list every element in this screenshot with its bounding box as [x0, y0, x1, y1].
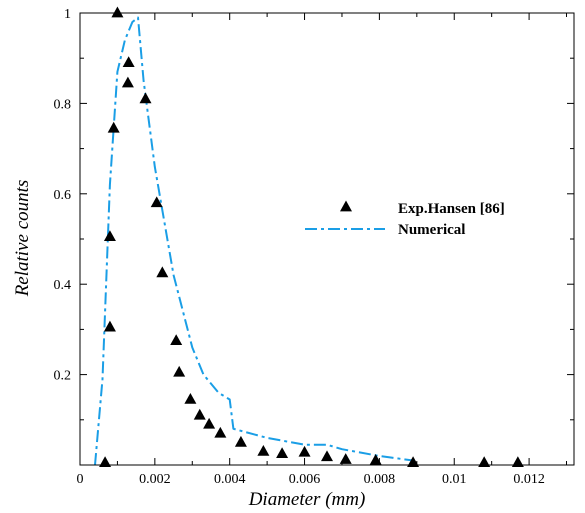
y-tick-label: 0.8	[54, 97, 72, 112]
exp-data-point	[478, 456, 491, 468]
plot-frame	[79, 12, 575, 466]
exp-data-point	[99, 456, 112, 468]
exp-data-point	[214, 426, 227, 438]
x-tick-label: 0	[77, 472, 84, 487]
exp-data-point	[511, 456, 524, 468]
y-tick-label: 0.2	[54, 369, 72, 384]
exp-data-point	[156, 266, 169, 278]
exp-data-point	[122, 56, 135, 68]
exp-data-point	[121, 76, 134, 88]
exp-data-point	[321, 450, 333, 462]
x-tick-label: 0.002	[139, 472, 171, 487]
legend-exp-label: Exp.Hansen [86]	[398, 201, 505, 217]
exp-data-point	[170, 334, 183, 346]
legend-numerical-label: Numerical	[398, 222, 465, 238]
exp-data-point	[298, 445, 311, 457]
exp-data-point	[184, 392, 197, 404]
x-tick-label: 0.004	[214, 472, 246, 487]
y-tick-label: 0.6	[54, 188, 72, 203]
exp-data-point	[339, 453, 352, 464]
exp-data-point	[234, 435, 247, 447]
exp-data-point	[173, 365, 186, 377]
legend: Exp.Hansen [86] Numerical	[305, 200, 505, 238]
exp-data-point	[193, 408, 206, 420]
exp-data-point	[150, 196, 163, 208]
y-tick-label: 0.4	[54, 278, 72, 293]
exp-data-point	[103, 230, 116, 242]
exp-data-point	[257, 444, 270, 456]
exp-data-point	[276, 447, 289, 459]
exp-data-point	[369, 454, 382, 465]
exp-data-point	[203, 417, 216, 429]
y-axis-title: Relative counts	[12, 180, 33, 298]
x-tick-label: 0.006	[289, 472, 321, 487]
x-tick-label: 0.008	[364, 472, 396, 487]
exp-data-point	[407, 456, 420, 468]
numerical-series-line	[94, 16, 414, 466]
y-tick-label: 1	[64, 7, 71, 22]
exp-data-point	[111, 6, 124, 18]
x-tick-label: 0.012	[513, 472, 545, 487]
exp-data-point	[139, 92, 152, 104]
x-tick-label: 0.01	[442, 472, 467, 487]
legend-exp-marker	[340, 200, 352, 212]
exp-data-point	[107, 121, 120, 133]
x-axis-title: Diameter (mm)	[248, 489, 366, 510]
exp-data-point	[103, 320, 116, 332]
